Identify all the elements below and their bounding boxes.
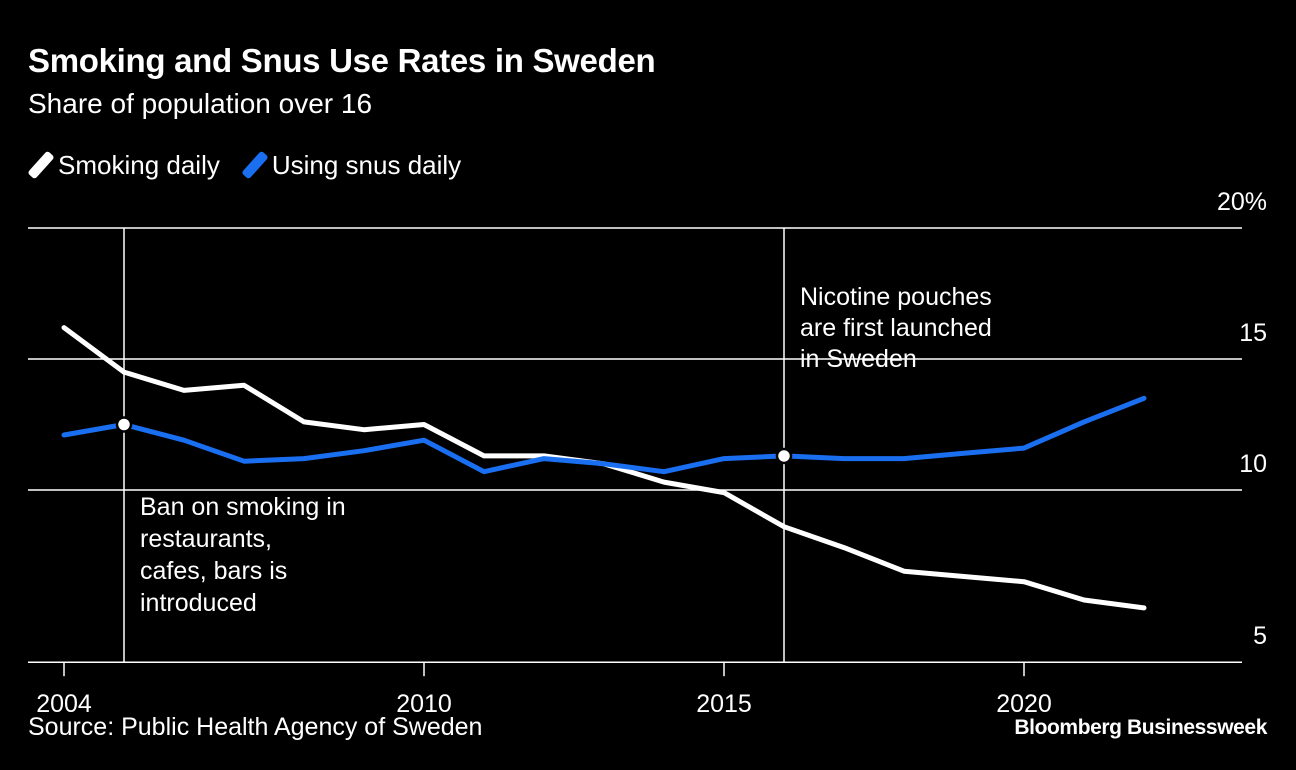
brand-logo: Bloomberg Businessweek [1014,716,1267,739]
annotation-line: are first launched [800,314,992,342]
x-tick-label-2015: 2015 [696,690,752,718]
annotation-line: Nicotine pouches [800,283,992,311]
legend: Smoking daily Using snus daily [27,148,483,182]
annotation-marker-pouches [775,447,793,465]
x-tick-label-2004: 2004 [36,690,92,718]
legend-label-snus: Using snus daily [271,149,462,180]
y-tick-label-15: 15 [1239,319,1267,347]
legend-label-smoking: Smoking daily [58,149,220,180]
series-line-snus [61,395,1147,475]
annotation-line: Ban on smoking in [140,493,346,521]
y-tick-label-10: 10 [1239,450,1267,478]
chart-title: Smoking and Snus Use Rates in Sweden [28,42,656,79]
legend-item-smoking: Smoking daily [27,149,220,181]
annotation-line: introduced [140,589,257,617]
y-tick-label-20: 20% [1217,188,1267,216]
annotation-text-pouches: Nicotine pouches are first launched in Swe… [800,283,992,373]
annotation-line: cafes, bars is [140,557,287,585]
source-note: Source: Public Health Agency of Sweden [28,713,483,741]
annotation-line: restaurants, [140,525,272,553]
x-tick-label-2020: 2020 [996,690,1052,718]
annotation-marker-ban [115,416,133,433]
x-tick-label-2010: 2010 [396,690,452,718]
chart-subtitle: Share of population over 16 [28,88,373,119]
annotation-line: in Sweden [800,345,917,373]
y-tick-label-5: 5 [1253,622,1267,650]
annotation-text-ban: Ban on smoking in restaurants, cafes, bars… [140,493,346,617]
legend-item-snus: Using snus daily [241,149,462,181]
